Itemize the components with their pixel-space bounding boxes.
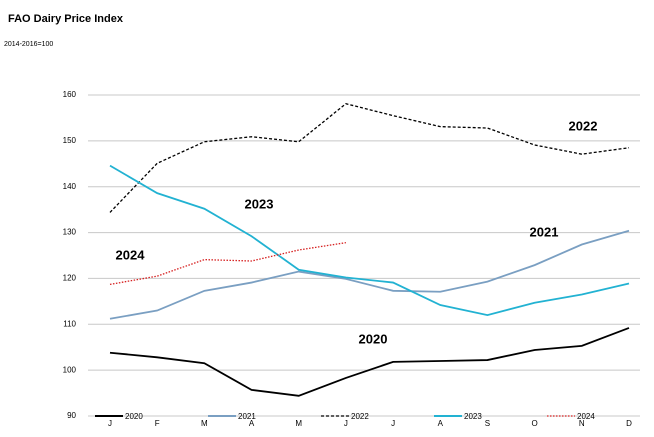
series-line: [109, 242, 347, 286]
legend-label: 2020: [125, 412, 143, 421]
series-line: [109, 103, 630, 213]
x-tick-label: A: [438, 419, 444, 428]
y-tick-label: 100: [63, 365, 77, 374]
annotation: 2023: [245, 196, 274, 211]
legend-label: 2021: [238, 412, 256, 421]
chart-subtitle: 2014-2016=100: [4, 41, 53, 48]
annotation: 2024: [116, 247, 146, 262]
y-tick-label: 150: [63, 136, 77, 145]
y-tick-label: 120: [63, 274, 77, 283]
chart-title: FAO Dairy Price Index: [8, 13, 124, 25]
x-tick-label: O: [532, 419, 538, 428]
series-line: [109, 164, 630, 317]
series-line: [109, 229, 630, 320]
y-tick-label: 140: [63, 182, 77, 191]
series-line: [109, 327, 630, 397]
annotation: 2020: [359, 331, 388, 346]
legend-label: 2022: [351, 412, 369, 421]
annotation: 2021: [530, 224, 559, 239]
x-tick-label: D: [626, 419, 632, 428]
x-tick-label: J: [108, 419, 112, 428]
y-tick-label: 110: [63, 319, 76, 328]
y-tick-label: 130: [63, 228, 77, 237]
x-tick-label: J: [391, 419, 395, 428]
legend-label: 2023: [464, 412, 482, 421]
x-tick-label: J: [344, 419, 348, 428]
x-tick-label: S: [485, 419, 490, 428]
x-tick-label: M: [295, 419, 302, 428]
x-tick-label: F: [155, 419, 160, 428]
x-tick-label: A: [249, 419, 255, 428]
annotation: 2022: [569, 118, 598, 133]
legend-label: 2024: [577, 412, 595, 421]
x-tick-label: M: [201, 419, 208, 428]
y-tick-label: 90: [67, 411, 76, 420]
y-tick-label: 160: [63, 90, 77, 99]
x-tick-label: N: [579, 419, 585, 428]
